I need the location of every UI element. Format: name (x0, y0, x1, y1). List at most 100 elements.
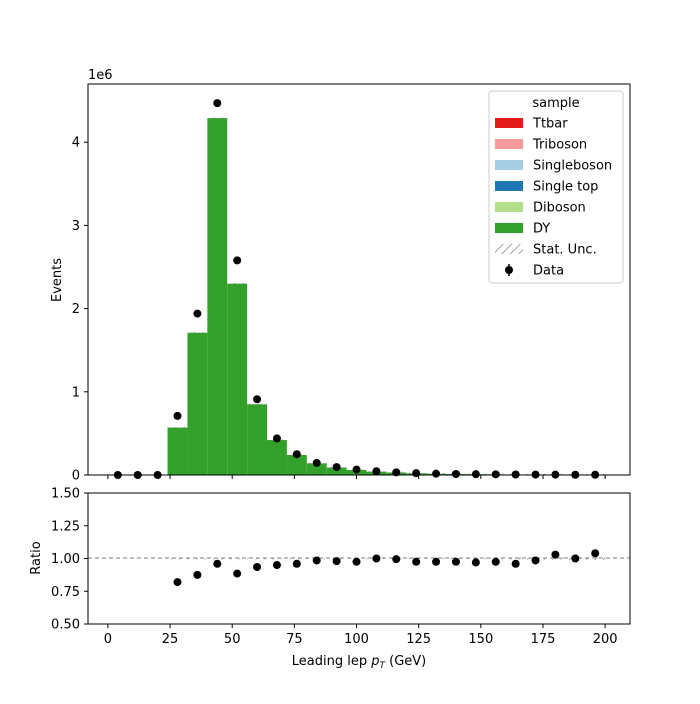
ratio-ylabel: Ratio (29, 541, 44, 574)
stat-unc-band-5 (207, 117, 227, 119)
legend-label-data: Data (533, 264, 564, 279)
data-point-12 (353, 466, 361, 474)
data-point-18 (472, 470, 480, 478)
legend-label-single-top: Single top (533, 180, 598, 195)
legend-label-singleboson: Singleboson (533, 159, 612, 174)
legend-swatch-single-top (495, 181, 523, 191)
data-point-13 (372, 467, 380, 475)
ratio-point-8 (273, 561, 281, 569)
data-point-19 (492, 470, 500, 478)
data-point-11 (333, 463, 341, 471)
main-ylabel: Events (50, 258, 65, 302)
ratio-point-21 (532, 556, 540, 564)
legend-label-diboson: Diboson (533, 201, 586, 216)
main-ytick-label: 4 (72, 136, 80, 151)
ratio-point-17 (452, 558, 460, 566)
x-axis-label-unit: (GeV) (385, 654, 426, 669)
y-offset-text: 1e6 (88, 68, 113, 83)
ratio-panel: 0.50 0.75 1.00 1.25 1.50 0 25 50 75 100 125 150 175… (29, 487, 630, 672)
ratio-point-10 (313, 556, 321, 564)
main-ytick-label: 1 (72, 385, 80, 400)
ratio-point-14 (392, 555, 400, 563)
xtick-label: 75 (286, 632, 303, 647)
bar-dy-5 (207, 118, 227, 475)
ratio-point-11 (333, 557, 341, 565)
ratio-point-15 (412, 558, 420, 566)
ratio-ytick-label: 1.25 (51, 519, 80, 534)
ratio-point-23 (571, 555, 579, 563)
legend-swatch-ttbar (495, 118, 523, 128)
stat-unc-band-4 (187, 332, 207, 334)
legend: sample Ttbar Triboson Singleboson Single to… (489, 91, 623, 283)
ratio-point-6 (233, 570, 241, 578)
legend-swatch-data (505, 266, 513, 274)
ratio-point-3 (174, 578, 182, 586)
main-ytick-label: 3 (72, 219, 80, 234)
ratio-point-13 (372, 555, 380, 563)
xtick-label: 200 (593, 632, 618, 647)
ratio-unc-band-7 (247, 558, 267, 559)
ratio-unc-band-20 (506, 557, 526, 559)
ratio-point-16 (432, 558, 440, 566)
ratio-unc-band-24 (585, 557, 605, 560)
ratio-point-9 (293, 560, 301, 568)
data-point-10 (313, 459, 321, 467)
bar-dy-8 (267, 440, 287, 475)
legend-title: sample (532, 96, 579, 111)
ratio-ytick-label: 0.75 (51, 585, 80, 600)
legend-label-stat-unc: Stat. Unc. (533, 243, 597, 258)
data-point-7 (253, 395, 261, 403)
legend-swatch-dy (495, 223, 523, 233)
legend-label-triboson: Triboson (532, 138, 587, 153)
ratio-point-19 (492, 558, 500, 566)
main-ytick-label: 2 (72, 302, 80, 317)
xtick-label: 175 (531, 632, 556, 647)
data-point-17 (452, 470, 460, 478)
legend-label-ttbar: Ttbar (532, 117, 568, 132)
bar-dy-6 (227, 284, 247, 475)
ratio-point-4 (193, 571, 201, 579)
xtick-label: 25 (162, 632, 179, 647)
ratio-point-12 (353, 558, 361, 566)
data-point-8 (273, 434, 281, 442)
main-panel: 0 1 2 3 4 1e6 Events sample Ttbar Triboson Sin… (50, 68, 630, 484)
ratio-unc-band-5 (207, 558, 227, 559)
data-point-16 (432, 470, 440, 478)
x-axis-label: Leading lep pT (GeV) (292, 654, 426, 671)
xtick-label: 125 (406, 632, 431, 647)
ratio-point-18 (472, 558, 480, 566)
xtick-label: 0 (104, 632, 112, 647)
xtick-label: 50 (224, 632, 241, 647)
legend-label-dy: DY (533, 222, 550, 237)
ratio-unc-band-8 (267, 558, 287, 559)
data-point-6 (233, 256, 241, 264)
data-point-3 (174, 412, 182, 420)
xtick-label: 100 (344, 632, 369, 647)
bar-dy-7 (247, 404, 267, 475)
ratio-point-24 (591, 549, 599, 557)
legend-swatch-diboson (495, 202, 523, 212)
stat-unc-band-6 (227, 283, 247, 285)
legend-swatch-singleboson (495, 160, 523, 170)
ratio-unc-band-3 (168, 558, 188, 559)
data-point-5 (213, 99, 221, 107)
ratio-point-22 (551, 551, 559, 559)
ratio-ytick-label: 0.50 (51, 618, 80, 633)
x-axis-label-p: p (370, 654, 379, 669)
xtick-label: 150 (468, 632, 493, 647)
bar-dy-3 (168, 428, 188, 475)
ratio-ytick-label: 1.00 (51, 552, 80, 567)
ratio-point-20 (512, 560, 520, 568)
ratio-ytick-label: 1.50 (51, 487, 80, 502)
ratio-point-5 (213, 560, 221, 568)
data-point-4 (193, 310, 201, 318)
bar-dy-4 (187, 333, 207, 475)
data-point-9 (293, 450, 301, 458)
main-ytick-label: 0 (72, 469, 80, 484)
stat-unc-band-3 (168, 427, 188, 429)
x-axis-label-text: Leading lep (292, 654, 371, 669)
legend-swatch-stat-unc (495, 244, 523, 254)
ratio-unc-band-4 (187, 558, 207, 559)
legend-swatch-triboson (495, 139, 523, 149)
